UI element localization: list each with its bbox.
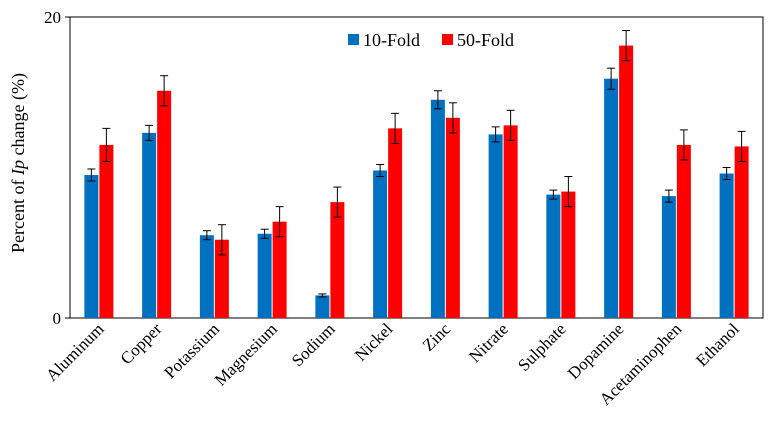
x-category-label: Copper [117,319,166,368]
bar-series1 [142,132,157,318]
x-category-label: Zinc [419,319,455,355]
y-tick-label: 0 [53,309,62,328]
bar-series2 [503,125,518,318]
x-category-label: Aluminum [42,319,108,385]
bar-series2 [734,146,749,318]
legend-label: 50-Fold [457,30,514,50]
bar-series2 [272,221,287,318]
bar-series1 [604,78,619,318]
y-axis-title: Percent of Ip change (%) [8,73,29,253]
x-category-label: Nickel [351,319,397,365]
bar-series2 [99,144,114,318]
x-category-label: Ethanol [692,319,743,370]
legend-swatch [348,34,359,45]
x-category-label: Sodium [288,319,339,370]
bar-series1 [430,99,445,319]
bar-series1 [199,235,214,318]
bar-series2 [157,90,172,319]
bar-series1 [546,194,561,318]
bar-series1 [661,196,676,318]
bar-series1 [257,233,272,318]
x-category-label: Nitrate [465,319,512,366]
legend: 10-Fold 50-Fold [348,30,514,50]
legend-swatch [442,34,453,45]
plot-frame [69,16,764,319]
bar-series2 [445,117,460,319]
bar-series2 [330,202,345,318]
legend-label: 10-Fold [363,30,420,50]
y-tick-label: 20 [44,8,61,27]
bar-series2 [388,128,403,318]
bar-series2 [561,191,576,318]
bar-series1 [719,173,734,318]
bar-series2 [214,239,229,318]
bar-series1 [373,170,388,318]
bar-series2 [676,144,691,318]
bar-series1 [315,295,330,318]
bar-series1 [84,175,99,318]
bar-series1 [488,134,503,318]
bar-series2 [619,45,634,318]
x-category-label: Magnesium [211,319,281,389]
x-category-label: Sulphate [514,319,570,375]
